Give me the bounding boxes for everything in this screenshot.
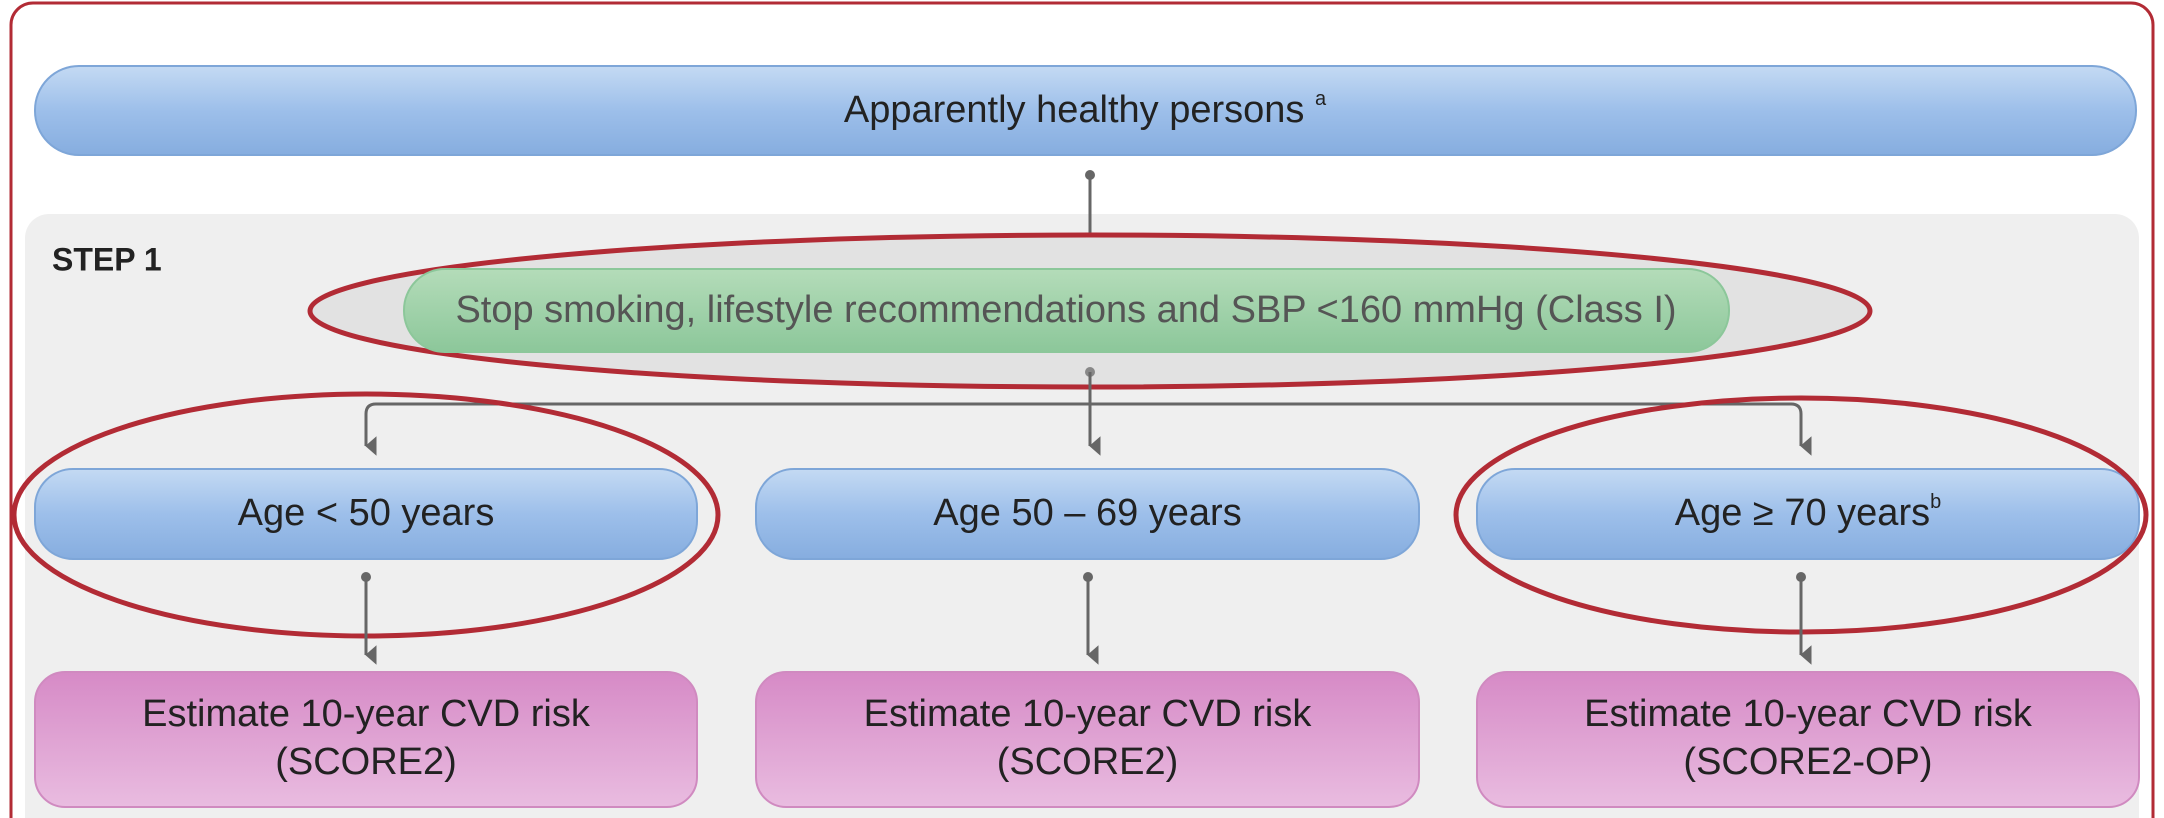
estimate-text: Estimate 10-year CVD risk [142,693,591,735]
step1-text: Stop smoking, lifestyle recommendations … [455,289,1676,331]
model-text: (SCORE2) [275,741,457,783]
top-box [34,65,2137,156]
age-box [1476,468,2140,560]
age-box [34,468,698,560]
estimate-box [755,671,1420,808]
model-text: (SCORE2) [997,741,1179,783]
branch-connector [364,402,1812,456]
age-groups: Age < 50 years Estimate 10-year CVD risk (… [11,391,2149,808]
age-label: Age ≥ 70 yearsb [1675,491,1941,534]
age-label: Age 50 – 69 years [933,492,1241,534]
estimate-box [34,671,698,808]
estimate-box [1476,671,2140,808]
step-label: STEP 1 [52,241,162,277]
estimate-text: Estimate 10-year CVD risk [864,693,1313,735]
model-text: (SCORE2-OP) [1683,741,1932,783]
age-text: Age ≥ 70 years [1675,492,1930,534]
step1-box [403,268,1730,353]
top-label: Apparently healthy persons a [844,88,1327,131]
age-label: Age < 50 years [238,492,495,534]
age-text: Age < 50 years [238,492,495,534]
superscript: b [1930,491,1941,513]
age-box [755,468,1420,560]
estimate-text: Estimate 10-year CVD risk [1584,693,2033,735]
age-text: Age 50 – 69 years [933,492,1241,534]
